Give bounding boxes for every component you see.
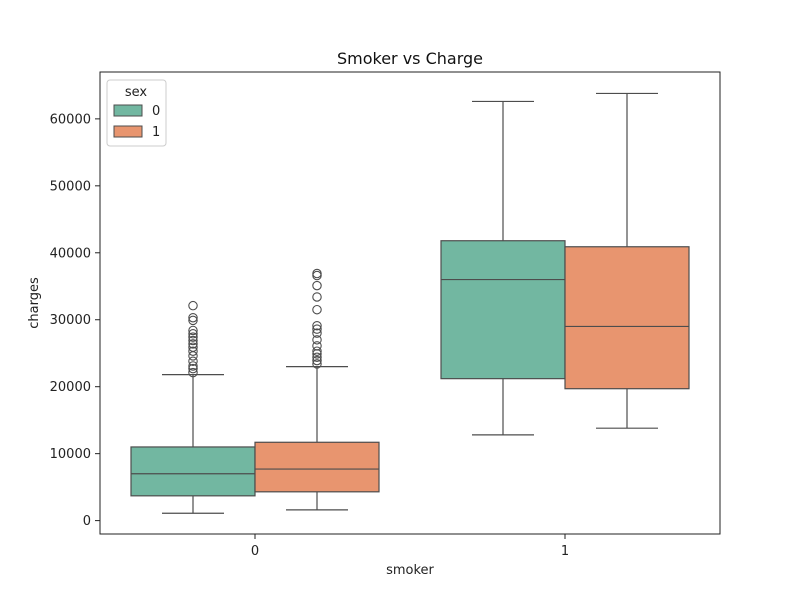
x-tick-label: 1 — [561, 544, 569, 559]
outlier-point — [312, 328, 322, 338]
outlier-point — [312, 321, 322, 331]
outlier-point — [188, 335, 198, 346]
legend-label-sex-0: 0 — [152, 104, 160, 119]
outlier-point — [188, 315, 198, 326]
outlier-point — [312, 341, 322, 351]
outlier-point — [312, 359, 322, 369]
box — [254, 441, 380, 493]
legend: sex 0 1 — [106, 79, 167, 147]
outlier-point — [188, 346, 198, 356]
legend-swatch-sex-0 — [113, 104, 143, 117]
outlier-point — [312, 324, 322, 334]
box-group-smoker-0-sex-0 — [130, 300, 256, 514]
y-axis: 0 10000 20000 30000 40000 50000 60000 — [50, 112, 100, 529]
box-group-smoker-1-sex-0 — [440, 100, 566, 436]
outlier-point — [188, 329, 198, 339]
y-tick-label: 10000 — [50, 447, 91, 462]
legend-title: sex — [125, 85, 148, 100]
outlier-point — [312, 280, 322, 291]
box — [440, 240, 566, 380]
y-tick-label: 0 — [83, 514, 91, 529]
outlier-point — [188, 339, 198, 349]
outlier-point — [312, 304, 322, 315]
outlier-point — [188, 367, 198, 378]
chart-title: Smoker vs Charge — [337, 49, 483, 68]
box-group-smoker-1-sex-1 — [564, 92, 690, 429]
outlier-point — [188, 363, 198, 374]
y-tick-label: 30000 — [50, 313, 91, 328]
outlier-point — [312, 270, 322, 281]
y-tick-label: 50000 — [50, 179, 91, 194]
x-tick-label: 0 — [251, 544, 259, 559]
outlier-point — [312, 352, 322, 362]
box — [564, 246, 690, 390]
outlier-point — [312, 292, 322, 302]
outlier-point — [312, 268, 322, 279]
outlier-point — [188, 356, 198, 367]
outlier-point — [188, 342, 198, 352]
outlier-point — [188, 300, 198, 311]
y-tick-label: 60000 — [50, 112, 91, 127]
y-axis-label: charges — [27, 277, 42, 329]
outlier-point — [188, 312, 198, 323]
plot-frame — [99, 71, 721, 535]
x-axis-label: smoker — [386, 563, 434, 578]
outlier-point — [312, 335, 322, 345]
y-tick-label: 40000 — [50, 246, 91, 261]
outlier-point — [312, 346, 322, 356]
plot-area — [130, 92, 690, 514]
legend-label-sex-1: 1 — [152, 125, 160, 140]
outlier-point — [188, 361, 198, 371]
y-tick-label: 20000 — [50, 380, 91, 395]
outlier-point — [312, 355, 322, 366]
box-group-smoker-0-sex-1 — [254, 268, 380, 511]
legend-swatch-sex-1 — [113, 125, 143, 138]
box — [130, 446, 256, 497]
outlier-point — [188, 332, 198, 342]
outlier-point — [188, 325, 198, 336]
